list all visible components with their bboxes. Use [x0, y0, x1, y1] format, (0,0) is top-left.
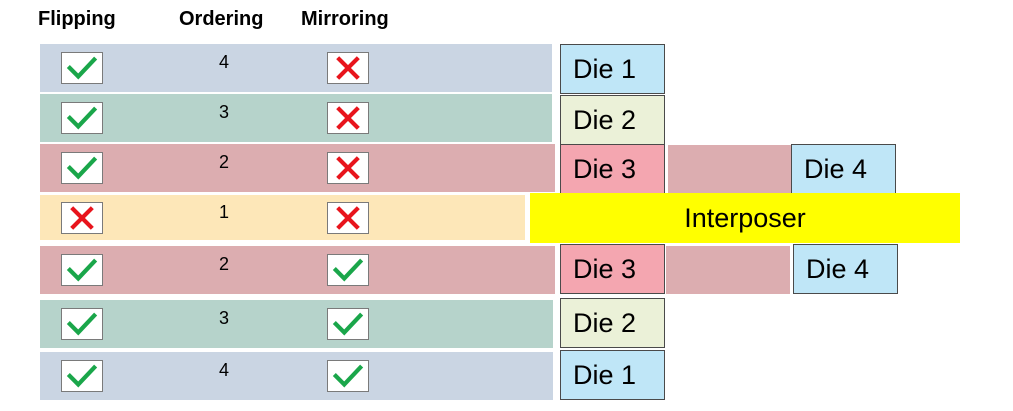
flipping-check-icon — [61, 52, 103, 84]
row-band — [40, 94, 552, 142]
die3-connector-top — [668, 145, 792, 193]
mirroring-cross-icon — [327, 102, 369, 134]
mirroring-check-icon — [327, 360, 369, 392]
interposer: Interposer — [530, 193, 960, 243]
ordering-number: 1 — [218, 201, 229, 222]
bottom-die-4: Die 4 — [793, 244, 898, 294]
flipping-check-icon — [61, 152, 103, 184]
row-band — [40, 246, 555, 294]
ordering-number: 3 — [218, 102, 229, 122]
row-band — [40, 352, 553, 400]
top-die-3: Die 3 — [560, 144, 665, 194]
mirroring-cross-icon — [327, 201, 369, 234]
flipping-cross-icon — [61, 201, 103, 234]
flipping-check-icon — [61, 308, 103, 340]
ordering-number: 3 — [218, 308, 229, 328]
flipping-check-icon — [61, 360, 103, 392]
ordering-number: 2 — [218, 152, 229, 172]
top-die-1: Die 1 — [560, 44, 665, 94]
header-mirroring: Mirroring — [301, 8, 389, 30]
bottom-die-3: Die 3 — [560, 244, 665, 294]
mirroring-check-icon — [327, 254, 369, 286]
flipping-check-icon — [61, 254, 103, 286]
row-band — [40, 44, 552, 92]
top-die-2: Die 2 — [560, 95, 665, 145]
ordering-number: 4 — [218, 360, 229, 380]
mirroring-cross-icon — [327, 152, 369, 184]
mirroring-cross-icon — [327, 52, 369, 84]
top-die-4: Die 4 — [791, 144, 896, 194]
header-ordering: Ordering — [179, 8, 264, 30]
row-band — [40, 144, 555, 192]
bottom-die-2: Die 2 — [560, 298, 665, 348]
ordering-number: 4 — [218, 52, 229, 72]
mirroring-check-icon — [327, 308, 369, 340]
row-band — [40, 195, 525, 240]
row-band — [40, 300, 553, 348]
die3-connector-bottom — [666, 246, 790, 294]
ordering-number: 2 — [218, 254, 229, 274]
bottom-die-1: Die 1 — [560, 350, 665, 400]
header-flipping: Flipping — [38, 8, 116, 30]
flipping-check-icon — [61, 102, 103, 134]
